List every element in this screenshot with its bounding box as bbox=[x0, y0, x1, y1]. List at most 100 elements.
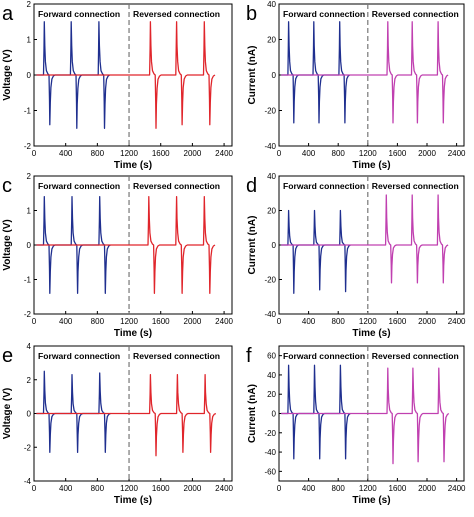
reversed-series-line bbox=[36, 21, 216, 129]
x-tick-label: 800 bbox=[332, 149, 346, 158]
x-tick-label: 2000 bbox=[184, 317, 202, 326]
y-tick-label: 20 bbox=[267, 36, 276, 45]
y-tick-label: 40 bbox=[267, 172, 276, 181]
reversed-connection-label: Reversed connection bbox=[372, 181, 459, 191]
y-tick-label: -1 bbox=[24, 107, 32, 116]
x-tick-label: 800 bbox=[91, 484, 105, 493]
x-tick-label: 1200 bbox=[120, 149, 138, 158]
x-tick-label: 0 bbox=[277, 317, 282, 326]
y-tick-label: 20 bbox=[267, 207, 276, 216]
x-tick-label: 2400 bbox=[448, 317, 466, 326]
forward-series-line bbox=[36, 370, 111, 453]
chart-panel-f: -60 -40 -20 0 20 40 60 0 400 800 1200 1600 2000 2400 F… bbox=[246, 345, 466, 506]
y-tick-label: 4 bbox=[27, 342, 32, 351]
x-tick-label: 1200 bbox=[120, 484, 138, 493]
x-tick-label: 400 bbox=[59, 484, 73, 493]
y-tick-label: 0 bbox=[27, 410, 32, 419]
forward-connection-label: Forward connection bbox=[38, 181, 120, 191]
reversed-series-line bbox=[36, 374, 217, 457]
panel-letter: c bbox=[2, 175, 12, 197]
forward-series-line bbox=[281, 364, 351, 460]
x-tick-label: 800 bbox=[332, 484, 346, 493]
x-tick-label: 400 bbox=[302, 317, 316, 326]
y-axis-title: Voltage (V) bbox=[2, 49, 13, 100]
y-axis-title: Current (nA) bbox=[247, 46, 258, 105]
panel-letter: b bbox=[246, 3, 257, 25]
y-tick-label: 0 bbox=[27, 71, 32, 80]
x-tick-label: 0 bbox=[32, 317, 37, 326]
panel-letter: d bbox=[246, 175, 257, 197]
y-tick-label: -4 bbox=[24, 477, 32, 486]
reversed-series-line bbox=[281, 367, 450, 465]
y-tick-label: -60 bbox=[264, 467, 276, 476]
y-tick-label: -2 bbox=[24, 310, 32, 319]
y-tick-label: -20 bbox=[264, 429, 276, 438]
x-axis-title: Time (s) bbox=[352, 328, 390, 339]
x-tick-label: 400 bbox=[59, 149, 73, 158]
x-tick-label: 1200 bbox=[359, 484, 377, 493]
x-tick-label: 1200 bbox=[359, 317, 377, 326]
x-tick-label: 2000 bbox=[184, 484, 202, 493]
x-tick-label: 400 bbox=[302, 149, 316, 158]
x-tick-label: 1600 bbox=[389, 484, 407, 493]
y-tick-label: -40 bbox=[264, 310, 276, 319]
y-tick-label: -20 bbox=[264, 107, 276, 116]
x-tick-label: 2000 bbox=[418, 149, 436, 158]
reversed-connection-label: Reversed connection bbox=[133, 181, 220, 191]
x-tick-label: 1600 bbox=[389, 317, 407, 326]
panel-letter: f bbox=[246, 345, 252, 367]
y-tick-label: 2 bbox=[27, 172, 32, 181]
x-tick-label: 2000 bbox=[184, 149, 202, 158]
x-tick-label: 400 bbox=[59, 317, 73, 326]
y-axis-title: Current (nA) bbox=[247, 216, 258, 275]
reversed-connection-label: Reversed connection bbox=[133, 9, 220, 19]
x-tick-label: 0 bbox=[277, 149, 282, 158]
x-tick-label: 1200 bbox=[120, 317, 138, 326]
x-axis-title: Time (s) bbox=[352, 495, 390, 506]
y-tick-label: 1 bbox=[27, 36, 32, 45]
reversed-connection-label: Reversed connection bbox=[133, 351, 220, 361]
panel-letter: a bbox=[2, 3, 14, 25]
y-axis-title: Voltage (V) bbox=[2, 219, 13, 270]
chart-panel-c: -2 -1 0 1 2 0 400 800 1200 1600 2000 2400 Forward co… bbox=[2, 172, 234, 339]
y-tick-label: -20 bbox=[264, 276, 276, 285]
x-tick-label: 1200 bbox=[359, 149, 377, 158]
x-axis-title: Time (s) bbox=[114, 495, 152, 506]
reversed-series-line bbox=[36, 196, 216, 294]
x-tick-label: 400 bbox=[302, 484, 316, 493]
x-tick-label: 2000 bbox=[418, 484, 436, 493]
y-tick-label: 2 bbox=[27, 376, 32, 385]
x-tick-label: 1600 bbox=[152, 317, 170, 326]
panel-letter: e bbox=[2, 345, 13, 367]
x-tick-label: 1600 bbox=[152, 149, 170, 158]
reversed-series-line bbox=[281, 21, 449, 124]
y-tick-label: 0 bbox=[272, 71, 277, 80]
x-tick-label: 2400 bbox=[448, 484, 466, 493]
y-tick-label: 1 bbox=[27, 207, 32, 216]
chart-panel-e: -4 -2 0 2 4 0 400 800 1200 1600 2000 2400 Forward co… bbox=[2, 342, 234, 506]
x-tick-label: 1600 bbox=[152, 484, 170, 493]
reversed-connection-label: Reversed connection bbox=[372, 9, 459, 19]
x-tick-label: 800 bbox=[91, 317, 105, 326]
y-tick-label: -40 bbox=[264, 142, 276, 151]
y-tick-label: 0 bbox=[272, 241, 277, 250]
forward-connection-label: Forward connection bbox=[38, 351, 120, 361]
forward-series-line bbox=[281, 209, 351, 294]
x-axis-title: Time (s) bbox=[114, 328, 152, 339]
y-tick-label: 2 bbox=[27, 0, 32, 9]
y-tick-label: 0 bbox=[272, 410, 277, 419]
y-axis-title: Voltage (V) bbox=[2, 388, 13, 439]
y-tick-label: -2 bbox=[24, 443, 32, 452]
forward-connection-label: Forward connection bbox=[38, 9, 120, 19]
x-tick-label: 2000 bbox=[418, 317, 436, 326]
x-tick-label: 2400 bbox=[215, 317, 233, 326]
x-axis-title: Time (s) bbox=[114, 160, 152, 171]
x-tick-label: 800 bbox=[91, 149, 105, 158]
x-tick-label: 800 bbox=[332, 317, 346, 326]
y-tick-label: 40 bbox=[267, 371, 276, 380]
y-tick-label: 0 bbox=[27, 241, 32, 250]
y-tick-label: 60 bbox=[267, 352, 276, 361]
